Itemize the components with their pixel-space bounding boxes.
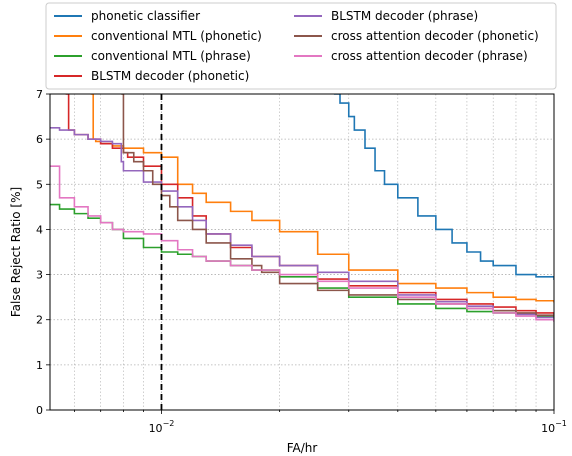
- axis-ticks: 0 1 2 3 4 5 6 7 10−2 10−1: [36, 88, 567, 435]
- series-line: [50, 165, 554, 322]
- legend-label: cross attention decoder (phrase): [331, 49, 528, 63]
- y-tick-label: 0: [36, 404, 43, 417]
- x-tick-label: 10−2: [149, 419, 175, 435]
- plot-frame: [49, 93, 555, 411]
- series-line: [65, 94, 554, 316]
- legend-label: BLSTM decoder (phrase): [331, 9, 478, 23]
- y-tick-label: 6: [36, 133, 43, 146]
- legend: phonetic classifier conventional MTL (pho…: [45, 2, 557, 90]
- y-tick-label: 1: [36, 359, 43, 372]
- legend-label: conventional MTL (phonetic): [91, 29, 262, 43]
- legend-box: [45, 2, 557, 90]
- series-line: [333, 94, 554, 280]
- y-tick-label: 5: [36, 178, 43, 191]
- series-line: [50, 203, 554, 318]
- series-lines: [50, 94, 554, 322]
- series-line: [121, 94, 554, 318]
- y-axis-label: False Reject Ratio [%]: [9, 187, 23, 317]
- legend-label: cross attention decoder (phonetic): [331, 29, 539, 43]
- x-tick-label: 10−1: [541, 419, 567, 435]
- legend-label: phonetic classifier: [91, 9, 200, 23]
- y-tick-label: 2: [36, 314, 43, 327]
- y-tick-label: 4: [36, 223, 43, 236]
- series-line: [90, 94, 554, 303]
- x-axis-label: FA/hr: [287, 441, 318, 455]
- legend-label: BLSTM decoder (phonetic): [91, 69, 249, 83]
- legend-label: conventional MTL (phrase): [91, 49, 251, 63]
- y-tick-label: 7: [36, 88, 43, 101]
- series-line: [50, 127, 554, 320]
- y-tick-label: 3: [36, 269, 43, 282]
